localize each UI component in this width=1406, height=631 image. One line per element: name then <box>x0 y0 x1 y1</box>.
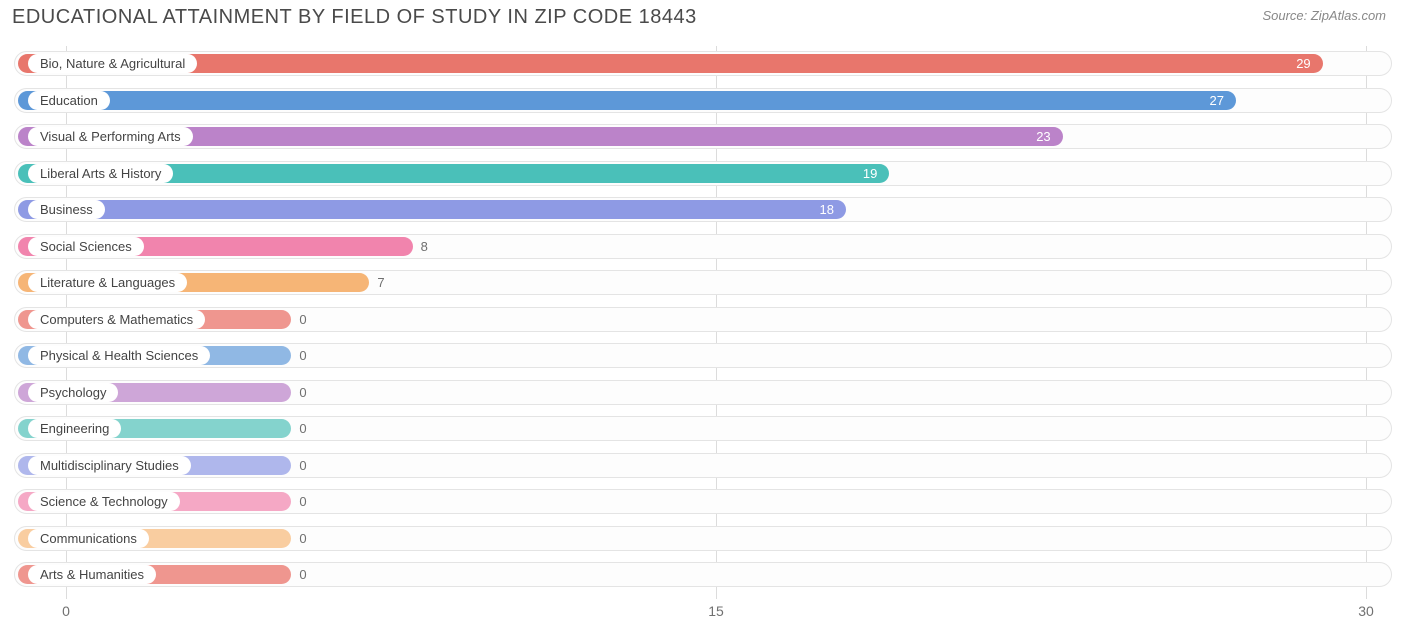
axis-tick-label: 15 <box>708 603 724 619</box>
value-label: 0 <box>299 383 306 402</box>
value-label: 0 <box>299 565 306 584</box>
value-label: 18 <box>820 200 834 219</box>
bar-row: Literature & Languages 7 <box>14 265 1392 302</box>
category-label: Computers & Mathematics <box>28 310 205 329</box>
bar-row: Social Sciences 8 <box>14 229 1392 266</box>
value-label: 0 <box>299 456 306 475</box>
value-label: 19 <box>863 164 877 183</box>
axis-tick-label: 30 <box>1358 603 1374 619</box>
bar-row: Visual & Performing Arts 23 <box>14 119 1392 156</box>
bar-row: Science & Technology 0 <box>14 484 1392 521</box>
bar-row: Communications 0 <box>14 521 1392 558</box>
category-label: Education <box>28 91 110 110</box>
category-label: Physical & Health Sciences <box>28 346 210 365</box>
value-label: 0 <box>299 529 306 548</box>
category-label: Arts & Humanities <box>28 565 156 584</box>
category-label: Literature & Languages <box>28 273 187 292</box>
bar-row: Computers & Mathematics 0 <box>14 302 1392 339</box>
header: EDUCATIONAL ATTAINMENT BY FIELD OF STUDY… <box>0 0 1406 29</box>
bar-row: Business 18 <box>14 192 1392 229</box>
category-label: Social Sciences <box>28 237 144 256</box>
value-label: 27 <box>1210 91 1224 110</box>
axis-tick-label: 0 <box>62 603 70 619</box>
bar-row: Arts & Humanities 0 <box>14 557 1392 594</box>
bar-row: Bio, Nature & Agricultural 29 <box>14 46 1392 83</box>
value-label: 29 <box>1296 54 1310 73</box>
value-label: 0 <box>299 419 306 438</box>
category-label: Engineering <box>28 419 121 438</box>
bar-row: Liberal Arts & History 19 <box>14 156 1392 193</box>
category-label: Visual & Performing Arts <box>28 127 193 146</box>
category-label: Communications <box>28 529 149 548</box>
category-label: Multidisciplinary Studies <box>28 456 191 475</box>
value-label: 0 <box>299 346 306 365</box>
category-label: Business <box>28 200 105 219</box>
bar-row: Education 27 <box>14 83 1392 120</box>
bar-fill <box>18 91 1236 110</box>
value-label: 8 <box>421 237 428 256</box>
bar-row: Engineering 0 <box>14 411 1392 448</box>
value-label: 7 <box>377 273 384 292</box>
bar-row: Physical & Health Sciences 0 <box>14 338 1392 375</box>
chart-title: EDUCATIONAL ATTAINMENT BY FIELD OF STUDY… <box>12 6 697 29</box>
category-label: Science & Technology <box>28 492 180 511</box>
value-label: 0 <box>299 492 306 511</box>
source-attribution: Source: ZipAtlas.com <box>1262 6 1386 23</box>
category-label: Psychology <box>28 383 118 402</box>
bar-fill <box>18 54 1323 73</box>
category-label: Bio, Nature & Agricultural <box>28 54 197 73</box>
bar-fill <box>18 200 846 219</box>
x-axis: 0 15 30 <box>14 603 1392 623</box>
chart-area: Bio, Nature & Agricultural 29 Education 27 V… <box>14 46 1392 599</box>
bar-row: Multidisciplinary Studies 0 <box>14 448 1392 485</box>
value-label: 23 <box>1036 127 1050 146</box>
bar-row: Psychology 0 <box>14 375 1392 412</box>
value-label: 0 <box>299 310 306 329</box>
category-label: Liberal Arts & History <box>28 164 173 183</box>
